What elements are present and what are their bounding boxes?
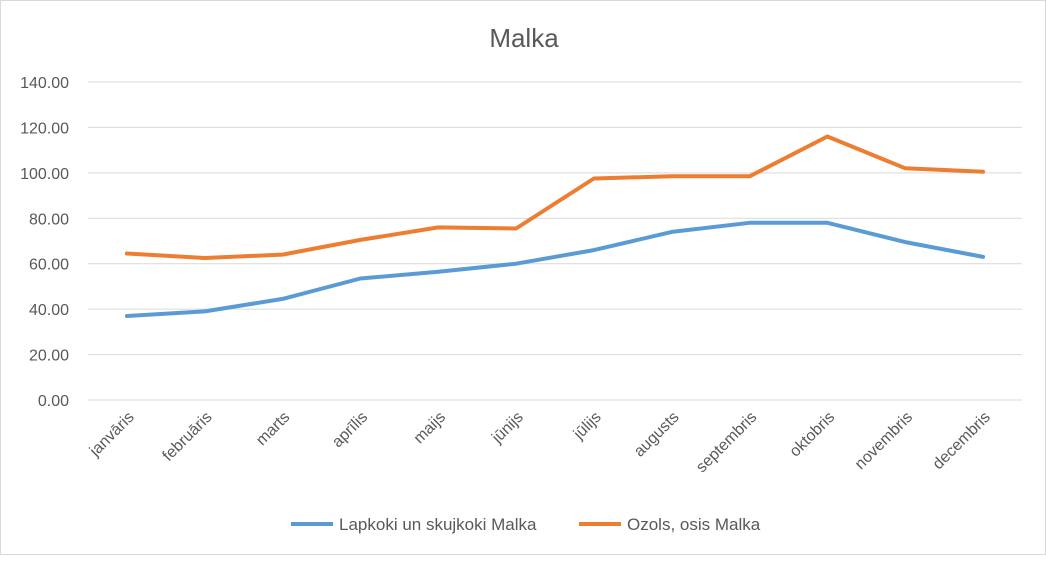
chart-title: Malka — [489, 23, 559, 53]
y-axis: 0.00 20.00 40.00 60.00 80.00 100.00 120.00 140.… — [20, 75, 69, 410]
y-tick-label: 80.00 — [29, 211, 69, 228]
x-tick-label: augusts — [631, 409, 683, 461]
y-tick-label: 100.00 — [20, 166, 69, 183]
y-tick-label: 20.00 — [29, 348, 69, 365]
gridlines — [88, 82, 1022, 400]
y-tick-label: 60.00 — [29, 257, 69, 274]
legend-label: Lapkoki un skujkoki Malka — [339, 515, 537, 534]
legend: Lapkoki un skujkoki Malka Ozols, osis Mal… — [291, 515, 761, 534]
x-tick-label: janvāris — [86, 409, 138, 461]
y-tick-label: 140.00 — [20, 75, 69, 92]
x-tick-label: novembris — [852, 409, 916, 473]
x-tick-label: aprīlis — [329, 409, 371, 451]
series-line-1 — [127, 223, 983, 316]
y-tick-label: 0.00 — [38, 393, 69, 410]
x-tick-label: marts — [253, 409, 293, 449]
x-tick-label: decembris — [930, 409, 994, 473]
series-lines — [127, 136, 983, 316]
series-line-2 — [127, 137, 983, 259]
x-tick-label: jūnijs — [488, 409, 527, 448]
y-tick-label: 40.00 — [29, 302, 69, 319]
x-tick-label: jūlijs — [570, 409, 605, 444]
x-axis: janvāris februāris marts aprīlis maijs jūnijs… — [86, 409, 994, 476]
legend-label: Ozols, osis Malka — [627, 515, 761, 534]
x-tick-label: februāris — [160, 409, 216, 465]
x-tick-label: oktobris — [787, 409, 839, 461]
y-tick-label: 120.00 — [20, 120, 69, 137]
x-tick-label: septembris — [693, 409, 760, 476]
x-tick-label: maijs — [411, 409, 449, 447]
